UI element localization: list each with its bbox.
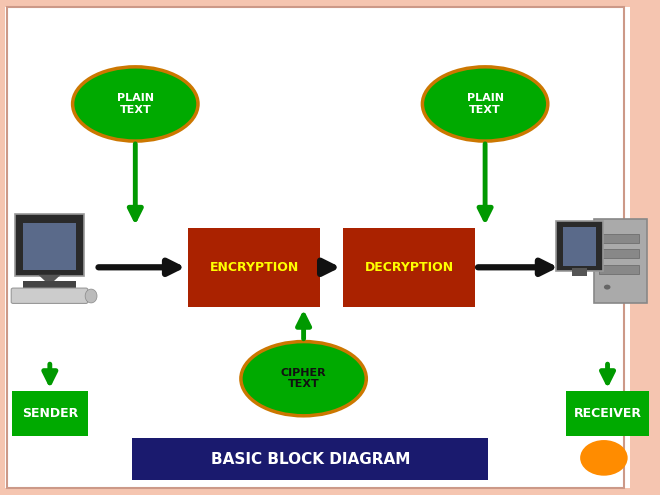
FancyBboxPatch shape xyxy=(630,0,660,495)
FancyBboxPatch shape xyxy=(0,0,660,7)
Ellipse shape xyxy=(241,342,366,416)
FancyBboxPatch shape xyxy=(15,214,84,276)
FancyBboxPatch shape xyxy=(599,249,639,258)
Text: PLAIN
TEXT: PLAIN TEXT xyxy=(467,93,504,115)
Ellipse shape xyxy=(422,67,548,141)
FancyBboxPatch shape xyxy=(566,391,649,436)
Text: DECRYPTION: DECRYPTION xyxy=(364,261,454,274)
Ellipse shape xyxy=(85,289,97,303)
FancyBboxPatch shape xyxy=(0,0,5,495)
Ellipse shape xyxy=(73,67,198,141)
FancyBboxPatch shape xyxy=(556,221,603,271)
Text: ENCRYPTION: ENCRYPTION xyxy=(209,261,299,274)
Text: BASIC BLOCK DIAGRAM: BASIC BLOCK DIAGRAM xyxy=(211,451,410,467)
FancyBboxPatch shape xyxy=(594,219,647,303)
FancyBboxPatch shape xyxy=(0,488,660,495)
FancyBboxPatch shape xyxy=(23,223,76,270)
Text: SENDER: SENDER xyxy=(22,407,78,420)
FancyBboxPatch shape xyxy=(343,228,475,307)
FancyBboxPatch shape xyxy=(12,391,88,436)
Polygon shape xyxy=(38,275,61,282)
Ellipse shape xyxy=(604,285,610,290)
FancyBboxPatch shape xyxy=(572,268,587,276)
FancyBboxPatch shape xyxy=(599,234,639,243)
Text: PLAIN
TEXT: PLAIN TEXT xyxy=(117,93,154,115)
Circle shape xyxy=(580,440,628,476)
FancyBboxPatch shape xyxy=(11,288,88,303)
Text: RECEIVER: RECEIVER xyxy=(574,407,642,420)
Text: CIPHER
TEXT: CIPHER TEXT xyxy=(280,368,327,390)
FancyBboxPatch shape xyxy=(23,281,76,288)
FancyBboxPatch shape xyxy=(188,228,320,307)
FancyBboxPatch shape xyxy=(563,227,596,266)
FancyBboxPatch shape xyxy=(132,438,488,480)
FancyBboxPatch shape xyxy=(599,265,639,274)
